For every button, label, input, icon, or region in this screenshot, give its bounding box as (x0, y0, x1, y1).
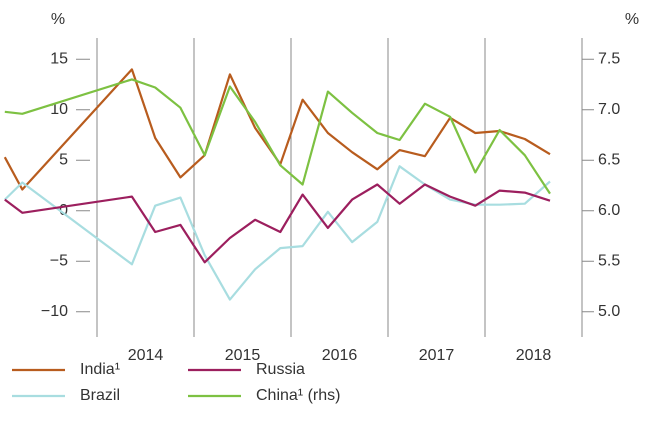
y-axis-label: % (51, 11, 65, 28)
x-tick-label: 2015 (225, 347, 261, 364)
y2-tick-label: 6.0 (598, 202, 620, 219)
y2-axis-label: % (625, 11, 639, 28)
legend-label: Russia (256, 361, 305, 378)
x-tick-label: 2016 (322, 347, 358, 364)
y-tick-label: 0 (59, 202, 68, 219)
y2-tick-label: 5.0 (598, 303, 620, 320)
series-line (4, 183, 551, 264)
x-tick-label: 2017 (419, 347, 455, 364)
series-line (4, 165, 551, 301)
legend-label: India¹ (80, 361, 120, 378)
y-tick-label: −5 (50, 252, 68, 269)
y-tick-label: 10 (50, 101, 68, 118)
y-tick-label: 15 (50, 50, 68, 67)
y-tick-label: −10 (41, 303, 68, 320)
y2-tick-label: 7.0 (598, 101, 620, 118)
legend-label: Brazil (80, 387, 120, 404)
series-line (4, 78, 551, 195)
y2-tick-label: 6.5 (598, 151, 620, 168)
legend-label: China¹ (rhs) (256, 387, 340, 404)
x-tick-label: 2018 (516, 347, 552, 364)
y-tick-label: 5 (59, 151, 68, 168)
y2-tick-label: 5.5 (598, 252, 620, 269)
x-tick-label: 2014 (128, 347, 164, 364)
y2-tick-label: 7.5 (598, 50, 620, 67)
series-line (3, 68, 551, 191)
